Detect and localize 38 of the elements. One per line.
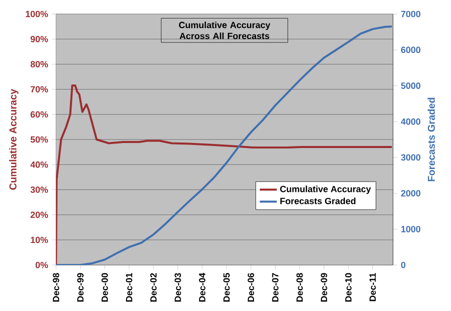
- y2-tick-label: 0: [401, 262, 406, 268]
- y-tick-label: 40%: [30, 161, 48, 168]
- x-tick-label: Dec-98: [52, 273, 60, 302]
- y2-tick-label: 2000: [401, 190, 420, 196]
- x-tick-label: Dec-06: [248, 273, 254, 302]
- x-tick-label: Dec-03: [174, 273, 181, 302]
- y-tick-label: 90%: [30, 36, 48, 42]
- y2-tick-label: 7000: [401, 10, 420, 18]
- y-tick-label: 60%: [30, 111, 48, 118]
- y2-tick-label: 3000: [400, 154, 420, 161]
- y-tick-label: 30%: [30, 186, 48, 193]
- x-tick-label: Dec-04: [198, 272, 206, 302]
- x-tick-label: Dec-09: [320, 273, 328, 302]
- x-tick-label: Dec-07: [272, 273, 278, 302]
- y2-tick-label: 1000: [401, 226, 420, 232]
- y2-tick-label: 5000: [401, 82, 420, 89]
- y-tick-label: 20%: [30, 212, 48, 218]
- y-tick-label: 50%: [30, 136, 48, 143]
- x-tick-label: Dec-02: [150, 273, 157, 302]
- y-tick-label: 100%: [26, 10, 48, 18]
- x-tick-label: Dec-00: [102, 273, 108, 302]
- x-tick-label: Dec-05: [223, 273, 230, 302]
- legend-label: Cumulative Accuracy: [280, 186, 371, 194]
- y2-tick-label: 6000: [401, 46, 420, 54]
- x-tick-label: Dec-99: [77, 273, 84, 302]
- x-tick-label: Dec-10: [345, 273, 352, 302]
- y2-axis-title: Forecasts Graded: [428, 98, 435, 182]
- y-tick-label: 10%: [30, 236, 48, 244]
- y2-tick-label: 4000: [400, 118, 420, 125]
- x-tick-label: Dec-01: [126, 273, 132, 302]
- y-axis-title: Cumulative Accuracy: [9, 88, 18, 190]
- x-tick-label: Dec-11: [370, 273, 376, 302]
- y-tick-label: 70%: [30, 86, 48, 92]
- y-tick-label: 80%: [30, 61, 48, 68]
- y-tick-label: 0%: [36, 262, 48, 268]
- text: Cumulative Accuracy Across All Forecasts: [179, 22, 270, 40]
- x-tick-label: Dec-08: [296, 273, 303, 302]
- legend-label: Forecasts Graded: [280, 198, 356, 204]
